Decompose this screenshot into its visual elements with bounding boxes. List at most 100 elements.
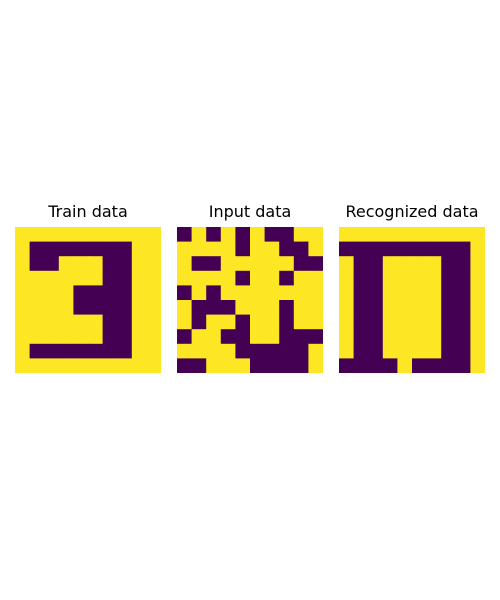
train-data-cell-7-7 (117, 329, 133, 345)
recognized-data-cell-8-1 (353, 343, 369, 359)
input-data-cell-5-8 (293, 300, 309, 316)
input-data-cell-7-5 (250, 329, 266, 345)
input-data-cell-6-7 (279, 314, 295, 330)
train-data-cell-1-6 (102, 241, 118, 257)
recognized-data-cell-4-0 (339, 285, 355, 301)
recognized-data-cell-5-3 (382, 300, 398, 316)
train-data-cell-9-5 (88, 358, 104, 373)
recognized-data-cell-5-9 (470, 300, 485, 316)
recognized-data-cell-2-8 (455, 256, 471, 272)
recognized-data-cell-2-5 (412, 256, 428, 272)
train-data-cell-8-3 (58, 343, 74, 359)
input-data-cell-6-9 (308, 314, 323, 330)
input-data-cell-9-4 (235, 358, 251, 373)
recognized-data-cell-3-9 (470, 270, 485, 286)
input-data-cell-0-9 (308, 227, 323, 243)
input-data-cell-1-5 (250, 241, 266, 257)
recognized-data-heatmap (339, 227, 485, 373)
recognized-data-cell-6-8 (455, 314, 471, 330)
train-data-cell-0-3 (58, 227, 74, 243)
train-data-cell-7-3 (58, 329, 74, 345)
recognized-data-cell-6-0 (339, 314, 355, 330)
train-data-cell-3-9 (146, 270, 161, 286)
recognized-data-cell-3-8 (455, 270, 471, 286)
recognized-data-cell-7-5 (412, 329, 428, 345)
train-data-cell-9-9 (146, 358, 161, 373)
recognized-data-cell-3-1 (353, 270, 369, 286)
train-data-cell-8-9 (146, 343, 161, 359)
recognized-data-cell-6-4 (397, 314, 413, 330)
input-data-cell-9-1 (191, 358, 207, 373)
input-data-cell-0-2 (206, 227, 222, 243)
input-data-cell-0-4 (235, 227, 251, 243)
recognized-data-cell-7-7 (441, 329, 457, 345)
train-data-cell-2-0 (15, 256, 31, 272)
input-data-cell-5-6 (264, 300, 280, 316)
input-data-cell-2-5 (250, 256, 266, 272)
train-data-cell-5-4 (73, 300, 89, 316)
recognized-data-cell-3-7 (441, 270, 457, 286)
input-data-cell-8-1 (191, 343, 207, 359)
train-data-cell-7-6 (102, 329, 118, 345)
input-data-cell-4-5 (250, 285, 266, 301)
input-data-cell-4-6 (264, 285, 280, 301)
train-data-cell-9-4 (73, 358, 89, 373)
recognized-data-cell-6-6 (426, 314, 442, 330)
input-data-heatmap (177, 227, 323, 373)
input-data-cell-6-5 (250, 314, 266, 330)
recognized-data-cell-4-7 (441, 285, 457, 301)
input-data-cell-9-7 (279, 358, 295, 373)
input-data-cell-4-9 (308, 285, 323, 301)
recognized-data-cell-4-3 (382, 285, 398, 301)
train-data-cell-6-1 (29, 314, 45, 330)
recognized-data-cell-1-7 (441, 241, 457, 257)
recognized-data-cell-2-9 (470, 256, 485, 272)
input-data-cell-7-7 (279, 329, 295, 345)
input-data-cell-5-1 (191, 300, 207, 316)
recognized-data-cell-9-8 (455, 358, 471, 373)
input-data-cell-2-8 (293, 256, 309, 272)
recognized-data-cell-4-6 (426, 285, 442, 301)
train-data-cell-2-9 (146, 256, 161, 272)
train-data-cell-2-4 (73, 256, 89, 272)
recognized-data-cell-0-1 (353, 227, 369, 243)
train-data-cell-5-6 (102, 300, 118, 316)
input-data-cell-7-1 (191, 329, 207, 345)
train-data-cell-3-7 (117, 270, 133, 286)
recognized-data-cell-5-8 (455, 300, 471, 316)
input-data-cell-8-8 (293, 343, 309, 359)
recognized-data-cell-8-6 (426, 343, 442, 359)
recognized-data-cell-7-0 (339, 329, 355, 345)
input-data-cell-2-7 (279, 256, 295, 272)
input-data-cell-6-6 (264, 314, 280, 330)
recognized-data-cell-8-2 (368, 343, 384, 359)
recognized-data-cell-8-4 (397, 343, 413, 359)
recognized-data-cell-9-1 (353, 358, 369, 373)
train-data-cell-0-8 (131, 227, 147, 243)
input-data-cell-5-5 (250, 300, 266, 316)
train-data-cell-8-6 (102, 343, 118, 359)
train-data-cell-3-3 (58, 270, 74, 286)
recognized-data-title: Recognized data (345, 202, 479, 221)
train-data-cell-4-9 (146, 285, 161, 301)
train-data-cell-8-1 (29, 343, 45, 359)
input-data-cell-9-2 (206, 358, 222, 373)
recognized-data-cell-7-3 (382, 329, 398, 345)
recognized-data-cell-9-7 (441, 358, 457, 373)
recognized-data-cell-5-0 (339, 300, 355, 316)
train-data-cell-4-6 (102, 285, 118, 301)
train-data-cell-5-1 (29, 300, 45, 316)
train-data-cell-9-0 (15, 358, 31, 373)
recognized-data-cell-1-3 (382, 241, 398, 257)
train-data-cell-4-3 (58, 285, 74, 301)
train-data-cell-6-3 (58, 314, 74, 330)
input-data-cell-2-6 (264, 256, 280, 272)
train-data-cell-8-4 (73, 343, 89, 359)
input-data-cell-1-0 (177, 241, 193, 257)
recognized-data-cell-3-4 (397, 270, 413, 286)
train-data-cell-3-2 (44, 270, 60, 286)
recognized-data-cell-0-0 (339, 227, 355, 243)
recognized-data-cell-1-8 (455, 241, 471, 257)
train-data-cell-1-1 (29, 241, 45, 257)
input-data-cell-2-3 (220, 256, 236, 272)
